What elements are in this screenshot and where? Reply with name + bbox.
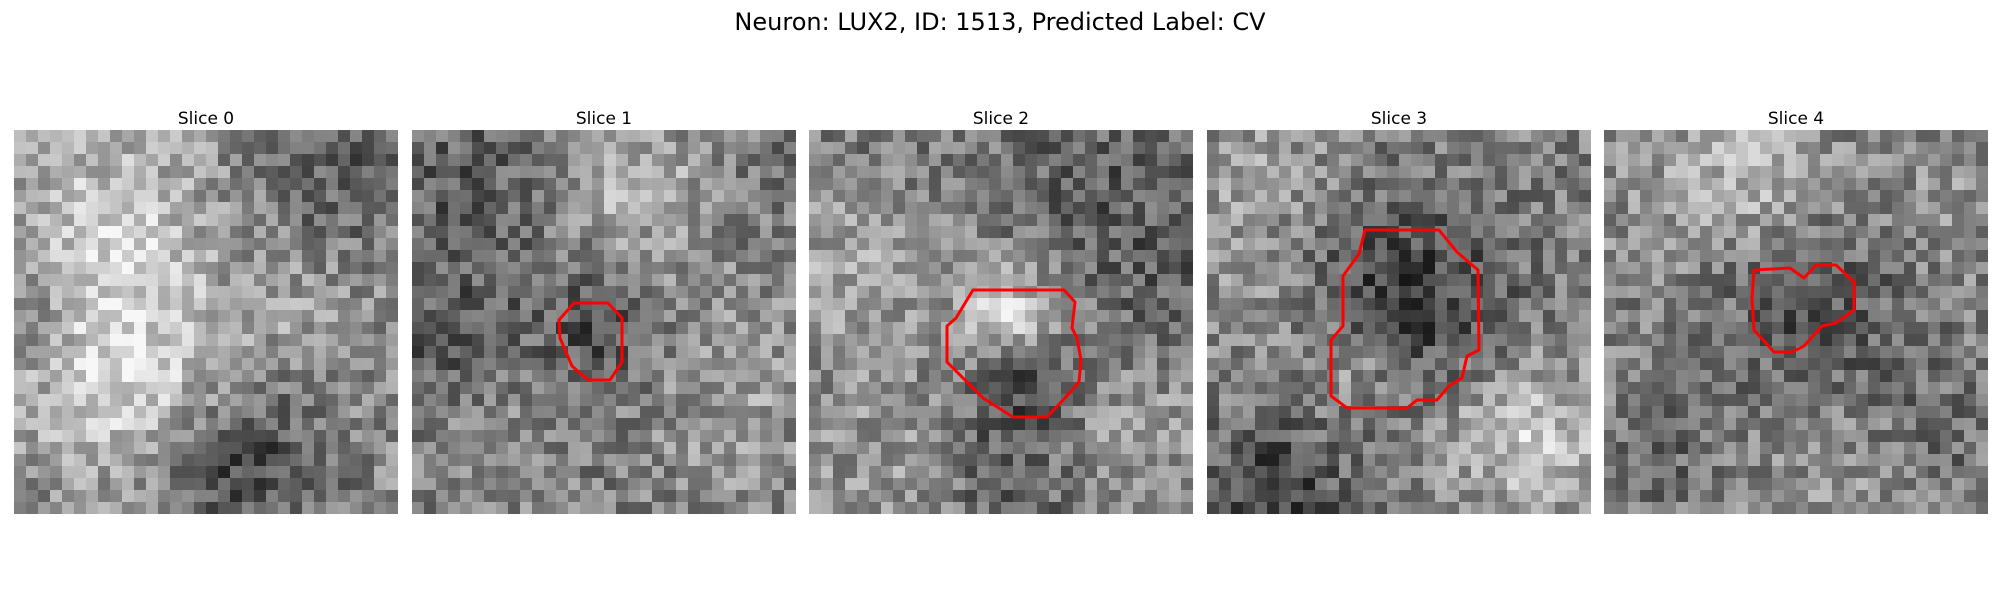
slice-pixel-grid-2 (809, 130, 1193, 514)
slice-panel-4: Slice 4 (1604, 108, 1988, 514)
slice-title-0: Slice 0 (177, 109, 235, 129)
slice-title-1: Slice 1 (575, 109, 633, 129)
slice-panel-2: Slice 2 (809, 108, 1193, 514)
slice-image-4 (1604, 130, 1988, 514)
roi-contour-2 (945, 288, 1083, 419)
slice-panel-0: Slice 0 (14, 108, 398, 514)
slice-panel-1: Slice 1 (412, 108, 796, 514)
slice-image-3 (1207, 130, 1591, 514)
slice-image-1 (412, 130, 796, 514)
slice-image-2 (809, 130, 1193, 514)
slice-pixel-grid-0 (14, 130, 398, 514)
slice-pixel-grid-4 (1604, 130, 1988, 514)
slice-title-4: Slice 4 (1767, 109, 1825, 129)
slice-title-2: Slice 2 (972, 109, 1030, 129)
roi-contour-1 (557, 301, 624, 382)
slice-pixel-grid-1 (412, 130, 796, 514)
slice-title-3: Slice 3 (1370, 109, 1428, 129)
slice-image-0 (14, 130, 398, 514)
roi-contour-3 (1329, 228, 1481, 410)
roi-contour-4 (1750, 263, 1856, 354)
figure-title: Neuron: LUX2, ID: 1513, Predicted Label:… (734, 8, 1266, 36)
slice-panel-3: Slice 3 (1207, 108, 1591, 514)
slice-pixel-grid-3 (1207, 130, 1591, 514)
